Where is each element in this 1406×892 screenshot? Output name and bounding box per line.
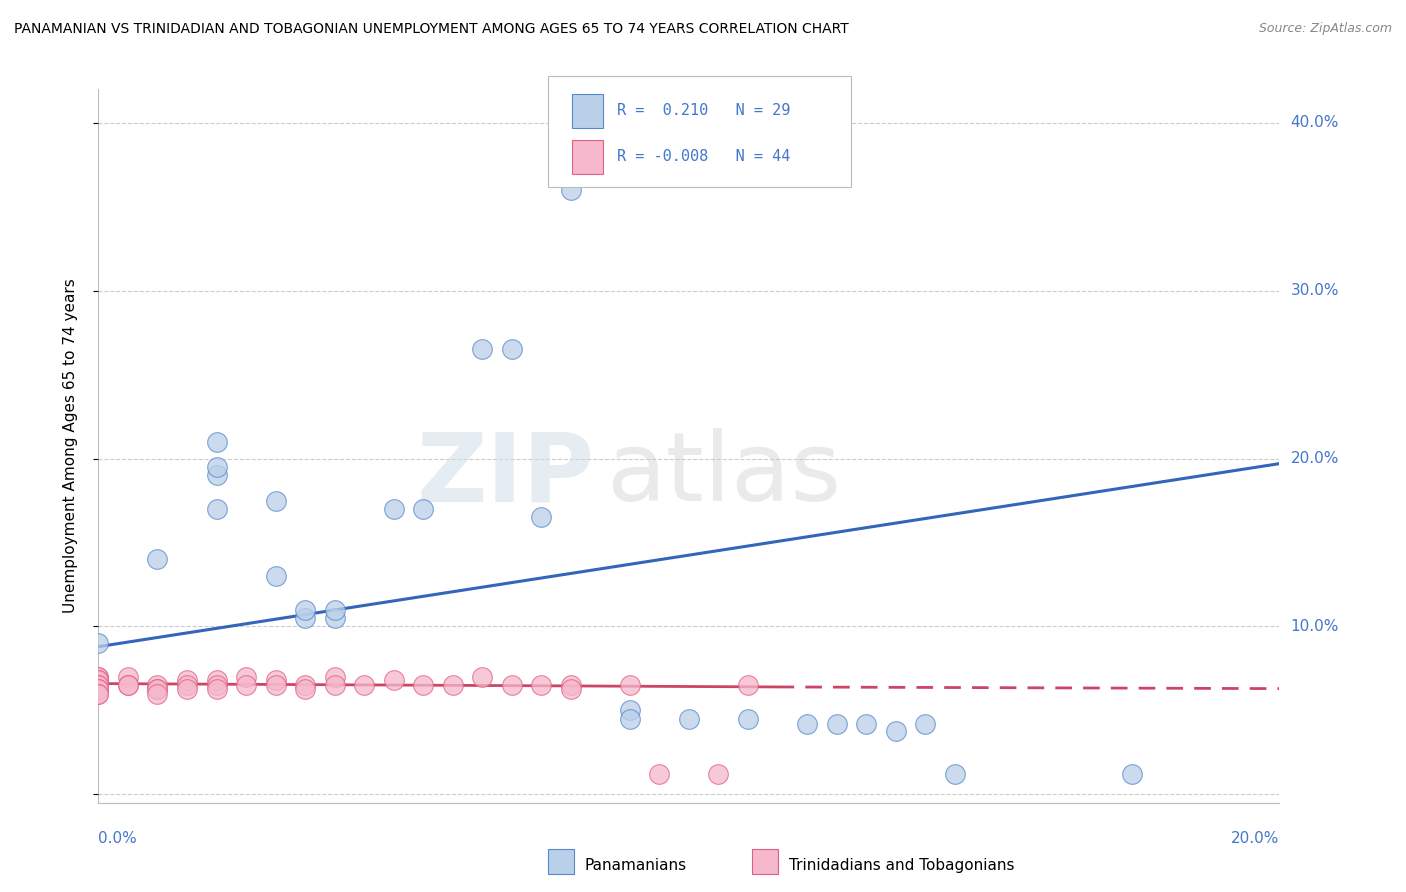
Point [117,678,139,692]
Point [501,343,523,357]
Point [117,678,139,692]
Point [825,717,848,731]
Point [264,493,287,508]
Point [943,767,966,781]
Y-axis label: Unemployment Among Ages 65 to 74 years: Unemployment Among Ages 65 to 74 years [63,278,77,614]
Point [619,703,641,717]
Point [294,603,316,617]
Text: 10.0%: 10.0% [1291,619,1339,634]
Point [441,678,464,692]
Point [678,712,700,726]
Text: 30.0%: 30.0% [1291,283,1339,298]
Point [501,678,523,692]
Point [205,460,228,475]
Text: PANAMANIAN VS TRINIDADIAN AND TOBAGONIAN UNEMPLOYMENT AMONG AGES 65 TO 74 YEARS : PANAMANIAN VS TRINIDADIAN AND TOBAGONIAN… [14,22,849,37]
Point [205,434,228,449]
Point [471,670,494,684]
Point [146,681,169,696]
Text: R =  0.210   N = 29: R = 0.210 N = 29 [617,103,790,118]
Text: 0.0%: 0.0% [98,831,138,847]
Point [87,673,110,688]
Point [87,687,110,701]
Point [87,681,110,696]
Text: 40.0%: 40.0% [1291,115,1339,130]
Point [294,611,316,625]
Point [205,468,228,483]
Text: Panamanians: Panamanians [585,858,688,872]
Text: Trinidadians and Tobagonians: Trinidadians and Tobagonians [789,858,1014,872]
Point [87,673,110,688]
Point [737,712,759,726]
Point [264,673,287,688]
Point [855,717,877,731]
Point [205,673,228,688]
Point [530,510,553,524]
Point [560,681,582,696]
Point [146,687,169,701]
Point [205,502,228,516]
Point [560,183,582,197]
Point [117,670,139,684]
Point [323,603,346,617]
Point [619,678,641,692]
Text: R = -0.008   N = 44: R = -0.008 N = 44 [617,150,790,164]
Point [176,681,198,696]
Point [205,678,228,692]
Point [294,681,316,696]
Point [87,678,110,692]
Point [264,678,287,692]
Point [530,678,553,692]
Text: atlas: atlas [606,428,841,521]
Text: ZIP: ZIP [416,428,595,521]
Point [176,673,198,688]
Point [294,678,316,692]
Point [87,678,110,692]
Point [382,673,405,688]
Text: Source: ZipAtlas.com: Source: ZipAtlas.com [1258,22,1392,36]
Point [87,670,110,684]
Point [323,670,346,684]
Point [382,502,405,516]
Text: 20.0%: 20.0% [1291,451,1339,467]
Point [737,678,759,692]
Point [412,678,434,692]
Point [264,569,287,583]
Point [707,767,730,781]
Point [884,723,907,738]
Point [87,681,110,696]
Point [914,717,936,731]
Point [146,678,169,692]
Point [146,552,169,566]
Point [560,678,582,692]
Point [235,670,257,684]
Point [323,611,346,625]
Point [87,636,110,650]
Point [205,681,228,696]
Point [235,678,257,692]
Point [471,343,494,357]
Point [1121,767,1143,781]
Point [146,681,169,696]
Text: 20.0%: 20.0% [1232,831,1279,847]
Point [796,717,818,731]
Point [323,678,346,692]
Point [87,670,110,684]
Point [87,687,110,701]
Point [619,712,641,726]
Point [648,767,671,781]
Point [353,678,375,692]
Point [412,502,434,516]
Point [176,678,198,692]
